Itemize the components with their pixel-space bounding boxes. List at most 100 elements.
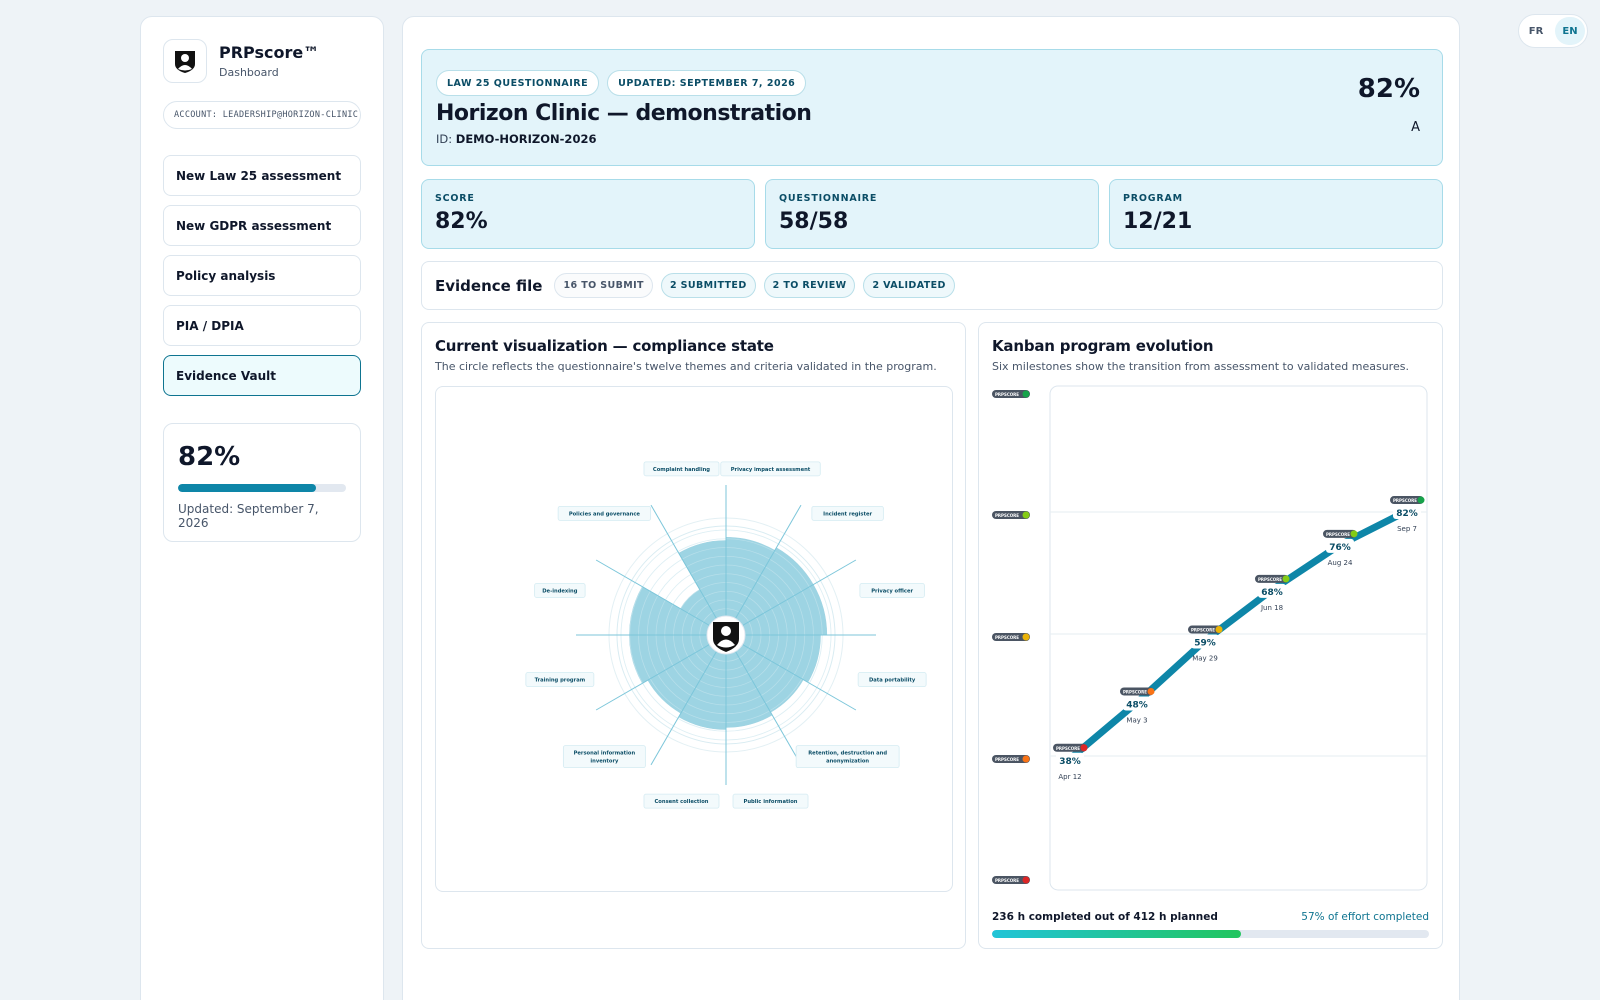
radar-label-box — [562, 745, 646, 769]
radar-theme-label: Privacy officer — [871, 588, 913, 594]
badge-text: PRPSCORE — [995, 392, 1019, 397]
summary-score: 82% — [178, 442, 241, 472]
milestone-score-bg — [1056, 752, 1084, 767]
milestone-badge — [1188, 625, 1222, 634]
milestone-badge — [1053, 743, 1087, 752]
radar-theme-label: De-indexing — [542, 588, 577, 594]
assessment-title: Horizon Clinic — demonstration — [436, 101, 812, 126]
badge-body — [992, 511, 1030, 519]
kanban-evolution-card: Kanban program evolution Six milestones … — [978, 322, 1443, 949]
summary-updated: Updated: September 7, 2026 — [178, 502, 319, 530]
nav-policy-analysis[interactable]: Policy analysis — [163, 255, 361, 296]
stat-value: 82% — [435, 209, 488, 234]
lang-fr-button[interactable]: FR — [1528, 25, 1544, 37]
radar-theme-label-line: Policies and governance — [569, 511, 641, 517]
radar-label-box — [720, 461, 821, 477]
radar-title: Current visualization — compliance state — [435, 337, 774, 355]
milestone-badge — [1255, 574, 1289, 583]
milestone-score: 38% — [1059, 757, 1081, 767]
tag-to-submit[interactable]: 16 TO SUBMIT — [554, 273, 653, 298]
kanban-milestone: PRPSCORE 48% May 3 — [1120, 687, 1155, 724]
milestone-score: 59% — [1194, 639, 1216, 649]
nav-pia-dpia[interactable]: PIA / DPIA — [163, 305, 361, 346]
nav-new-gdpr-assessment[interactable]: New GDPR assessment — [163, 205, 361, 246]
radar-spoke — [650, 634, 727, 766]
radar-theme-label-line: Data portability — [869, 678, 916, 684]
milestone-date: May 3 — [1126, 716, 1147, 724]
stat-value: 58/58 — [779, 209, 849, 234]
radar-spoke — [595, 634, 727, 711]
milestone-score-bg — [1123, 696, 1151, 711]
tag-submitted[interactable]: 2 SUBMITTED — [660, 273, 756, 298]
account-chip: ACCOUNT: LEADERSHIP@HORIZON-CLINIC — [163, 101, 361, 129]
compliance-radar-card: Current visualization — compliance state… — [421, 322, 966, 949]
kanban-milestone: PRPSCORE 38% Apr 12 — [1053, 743, 1088, 781]
radar-theme-label-line: Public information — [744, 799, 798, 805]
radar-theme-label: Policies and governance — [569, 511, 641, 517]
id-value: DEMO-HORIZON-2026 — [455, 132, 597, 146]
effort-progress-bar — [992, 930, 1429, 938]
badge-level-dot — [1022, 633, 1030, 641]
header-grade: A — [1411, 120, 1420, 135]
radar-center-user-icon — [721, 626, 731, 636]
badge-text: PRPSCORE — [995, 757, 1019, 762]
radar-label-box — [534, 583, 586, 598]
kanban-title: Kanban program evolution — [992, 337, 1214, 355]
nav-new-law25-assessment[interactable]: New Law 25 assessment — [163, 155, 361, 196]
milestone-score-bg — [1258, 583, 1286, 598]
brand-name: PRPscore™ — [219, 43, 320, 62]
summary-progress-fill — [178, 484, 316, 492]
radar-label-box — [525, 672, 595, 687]
badge-level-dot — [1022, 755, 1030, 763]
milestone-level-dot — [1417, 496, 1425, 504]
milestone-badge-text: PRPSCORE — [1191, 628, 1215, 633]
milestone-score: 68% — [1261, 588, 1283, 598]
radar-spoke — [725, 634, 802, 766]
radar-theme-label: Data portability — [869, 678, 916, 684]
radar-center-user-body — [717, 639, 735, 648]
milestone-score: 82% — [1396, 509, 1418, 519]
radar-theme-label: Training program — [535, 678, 586, 684]
stat-label: PROGRAM — [1123, 193, 1183, 204]
radar-theme-label-line: Personal information — [574, 751, 636, 757]
milestone-date: Sep 7 — [1397, 525, 1417, 533]
stat-label: SCORE — [435, 193, 475, 204]
milestone-badge — [1120, 687, 1154, 696]
language-switch: FR EN — [1518, 14, 1588, 48]
radar-spoke — [650, 504, 727, 636]
assessment-id: ID: DEMO-HORIZON-2026 — [436, 132, 1428, 146]
badge-text: PRPSCORE — [995, 635, 1019, 640]
nav-evidence-vault[interactable]: Evidence Vault — [163, 355, 361, 396]
stat-label: QUESTIONNAIRE — [779, 193, 878, 204]
milestone-date: Apr 12 — [1058, 773, 1081, 781]
kanban-chart: PRPSCOREPRPSCOREPRPSCOREPRPSCOREPRPSCORE… — [992, 385, 1428, 891]
radar-theme-label-line: anonymization — [826, 759, 869, 765]
radar-theme-label-line: De-indexing — [542, 588, 577, 594]
milestone-badge — [1390, 496, 1424, 505]
radar-theme-label-line: inventory — [590, 759, 619, 765]
kanban-subtitle: Six milestones show the transition from … — [992, 360, 1409, 373]
badge-body — [992, 876, 1030, 884]
milestone-score-bg — [1393, 505, 1421, 520]
radar-label-box — [557, 505, 652, 521]
milestone-badge-text: PRPSCORE — [1393, 498, 1417, 503]
kanban-level-badge: PRPSCORE — [992, 511, 1030, 519]
radar-theme-label: Privacy impact assessment — [731, 467, 811, 473]
milestone-badge-text: PRPSCORE — [1326, 532, 1350, 537]
radar-theme-label-line: Retention, destruction and — [808, 751, 887, 757]
effort-progress-fill — [992, 930, 1242, 938]
milestone-level-dot — [1147, 687, 1155, 695]
brand: PRPscore™ Dashboard — [163, 39, 361, 83]
stat-questionnaire: QUESTIONNAIRE 58/58 — [765, 179, 1099, 249]
kanban-level-badge: PRPSCORE — [992, 755, 1030, 763]
milestone-score: 76% — [1329, 543, 1351, 553]
tag-to-review[interactable]: 2 TO REVIEW — [763, 273, 856, 298]
radar-label-box — [643, 461, 720, 477]
lang-en-button[interactable]: EN — [1555, 17, 1585, 45]
tag-validated[interactable]: 2 VALIDATED — [863, 273, 955, 298]
milestone-badge-text: PRPSCORE — [1056, 746, 1080, 751]
radar-label-box — [643, 793, 720, 809]
radar-label-box — [795, 745, 900, 769]
radar-theme-label: Personal information inventory — [574, 751, 636, 765]
radar-theme-label-line: Incident register — [823, 511, 872, 517]
